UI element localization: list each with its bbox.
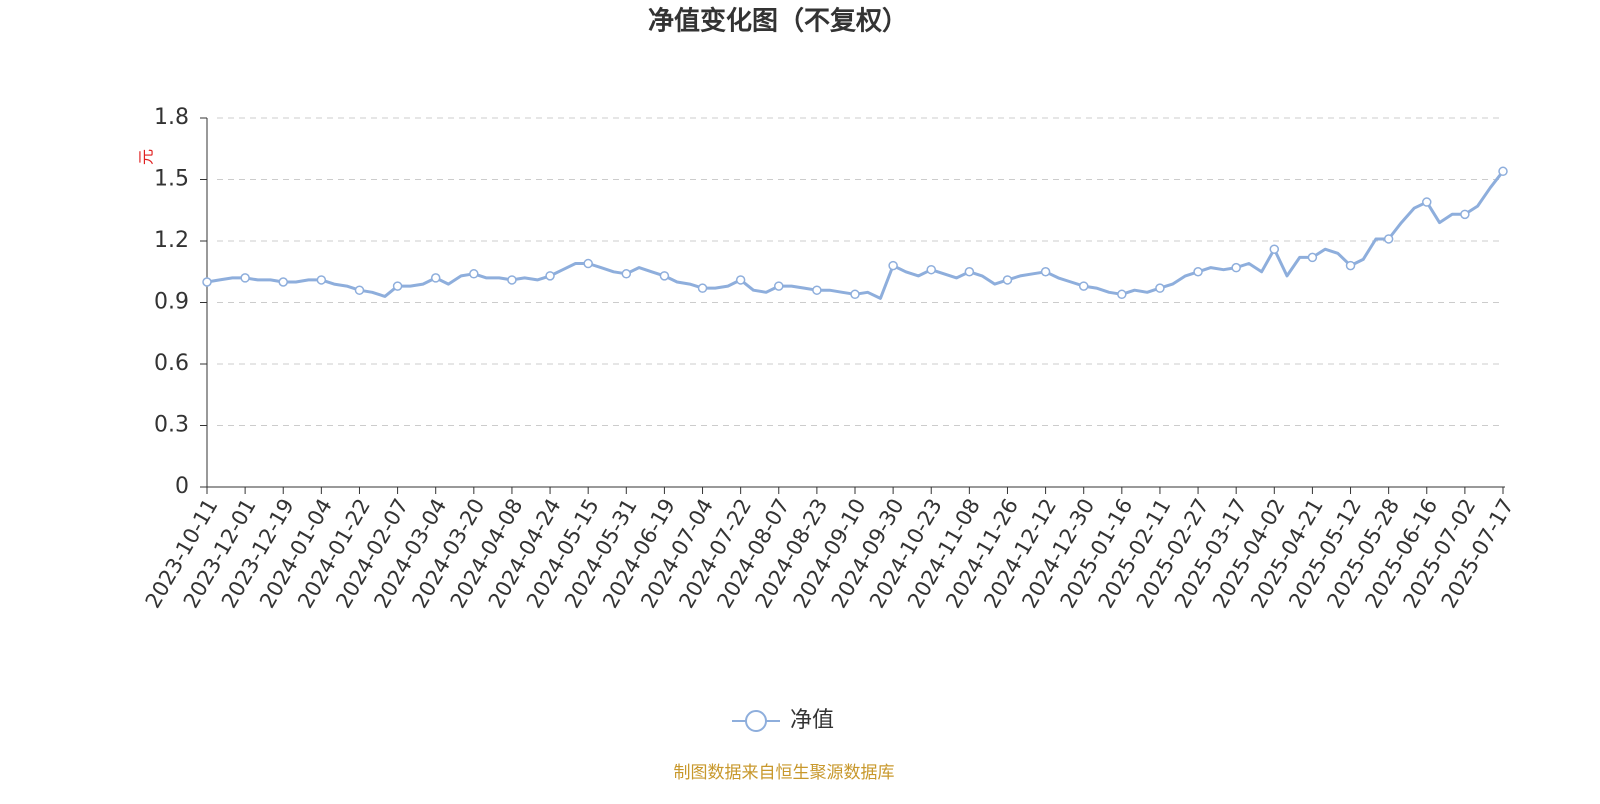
point-marker xyxy=(850,289,860,300)
point-marker xyxy=(278,277,288,287)
y-tick-label: 0.9 xyxy=(154,290,189,315)
point-marker xyxy=(507,275,517,285)
y-tick-label: 1.5 xyxy=(154,167,189,192)
point-marker xyxy=(621,269,632,279)
point-marker xyxy=(354,285,365,295)
point-marker xyxy=(1269,244,1280,254)
point-marker xyxy=(774,281,784,291)
point-marker xyxy=(545,271,555,281)
point-marker xyxy=(888,260,898,271)
point-marker xyxy=(1193,267,1203,277)
y-tick-label: 0.3 xyxy=(154,413,189,438)
point-marker xyxy=(1345,260,1356,271)
point-marker xyxy=(392,281,403,291)
y-tick-label: 0 xyxy=(175,474,189,499)
point-marker xyxy=(659,271,670,281)
point-marker xyxy=(1460,209,1470,220)
y-tick-label: 0.6 xyxy=(154,351,189,376)
y-axis-label: 元 xyxy=(137,149,156,165)
point-marker xyxy=(240,273,250,283)
point-marker xyxy=(1383,234,1394,244)
point-marker xyxy=(1498,166,1508,177)
point-marker xyxy=(1155,283,1165,293)
point-marker xyxy=(735,275,746,285)
point-marker xyxy=(926,264,936,275)
point-marker xyxy=(812,285,822,295)
point-marker xyxy=(964,267,975,277)
point-marker xyxy=(1078,281,1089,291)
point-marker xyxy=(1307,252,1318,263)
legend-marker xyxy=(745,710,767,732)
source-note: 制图数据来自恒生聚源数据库 xyxy=(674,763,895,783)
point-marker xyxy=(1117,289,1127,300)
point-marker xyxy=(316,275,327,285)
legend-label: 净值 xyxy=(790,708,834,733)
point-marker xyxy=(1422,197,1432,207)
point-marker xyxy=(469,269,479,279)
point-marker xyxy=(697,283,708,293)
series-line xyxy=(206,170,1505,300)
chart-title: 净值变化图（不复权） xyxy=(648,6,908,37)
y-tick-label: 1.8 xyxy=(154,105,189,130)
y-tick-label: 1.2 xyxy=(154,228,189,253)
point-marker xyxy=(430,273,441,283)
point-marker xyxy=(1231,262,1241,273)
point-marker xyxy=(1002,275,1013,285)
point-marker xyxy=(1040,267,1051,277)
point-marker xyxy=(202,277,212,287)
point-marker xyxy=(583,258,593,269)
